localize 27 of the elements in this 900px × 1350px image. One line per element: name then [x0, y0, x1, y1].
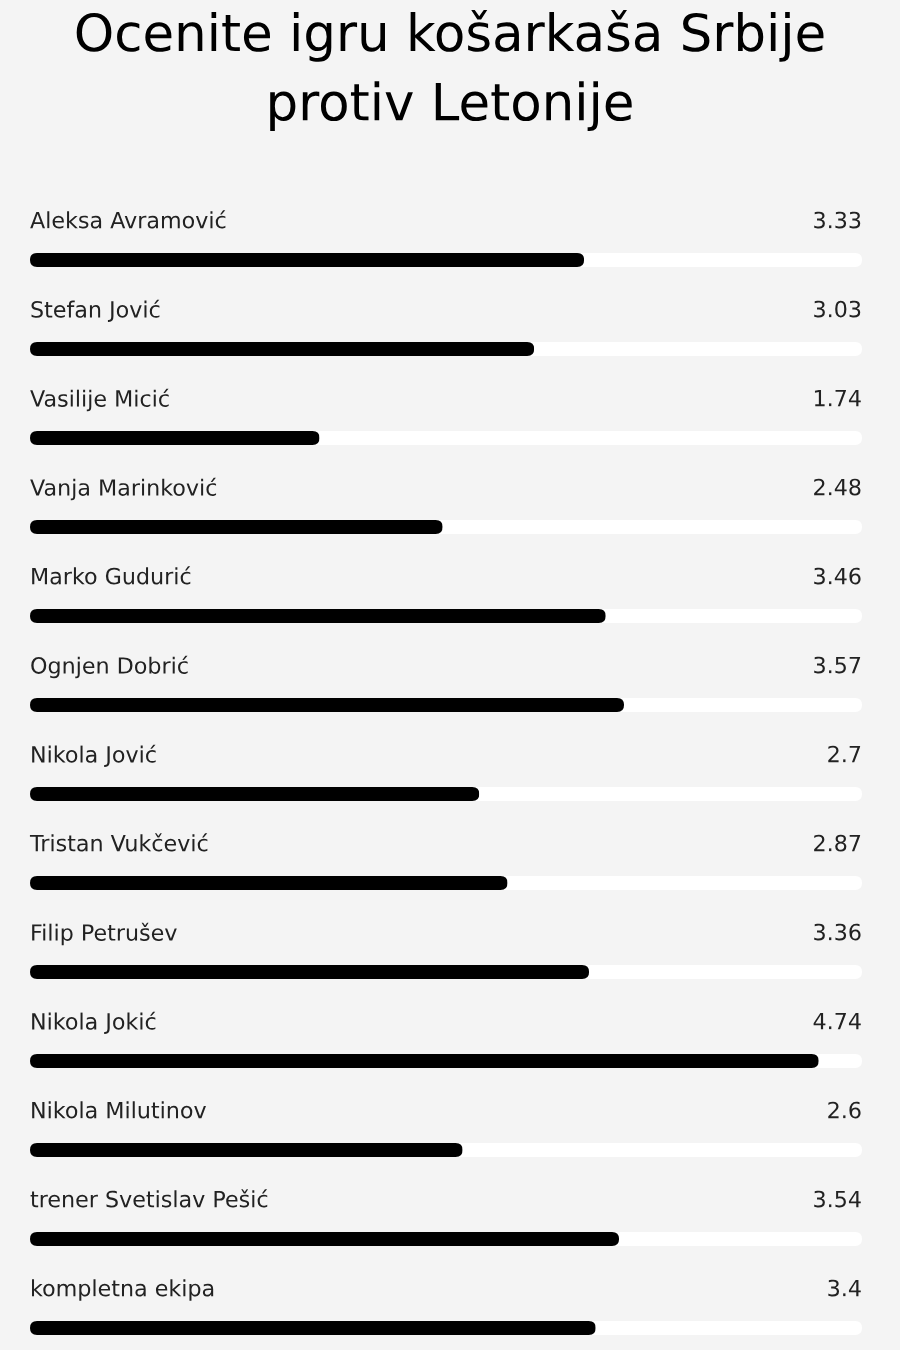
y-tick-label: Nikola Milutinov: [32, 1101, 206, 1119]
data-label: 2.48: [814, 478, 861, 496]
data-label: 3.57: [814, 656, 861, 674]
y-tick-label: Aleksa Avramović: [30, 210, 226, 229]
y-tick-label: Ognjen Dobrić: [31, 655, 188, 679]
y-tick-label: Filip Petrušev: [32, 922, 177, 946]
y-tick-label: Vanja Marinković: [30, 477, 217, 501]
data-label: 3.54: [814, 1190, 861, 1208]
data-label: 3.36: [814, 923, 861, 941]
data-label: 3.46: [814, 567, 861, 585]
y-tick-label: Nikola Jokić: [32, 1011, 156, 1034]
y-tick-label: Marko Gudurić: [32, 566, 191, 585]
y-tick-label: Vasilije Micić: [30, 388, 169, 412]
data-label: 2.87: [814, 834, 861, 852]
data-label: 4.74: [813, 1012, 861, 1030]
y-tick-label: Nikola Jović: [32, 744, 156, 767]
data-label: 3.03: [814, 300, 861, 318]
y-tick-label: Tristan Vukčević: [29, 833, 208, 852]
data-label: 3.33: [814, 211, 861, 229]
y-tick-label: Stefan Jović: [31, 299, 160, 322]
data-label: 2.7: [828, 745, 861, 763]
chart-title: Ocenite igru košarkaša Srbije protiv Letonije: [76, 10, 824, 132]
data-label: 1.74: [814, 389, 861, 407]
data-label: 3.4: [828, 1279, 861, 1297]
y-tick-label: kompletna ekipa: [32, 1279, 214, 1301]
data-label: 2.6: [828, 1101, 861, 1119]
y-tick-label: trener Svetislav Pešić: [30, 1189, 268, 1208]
